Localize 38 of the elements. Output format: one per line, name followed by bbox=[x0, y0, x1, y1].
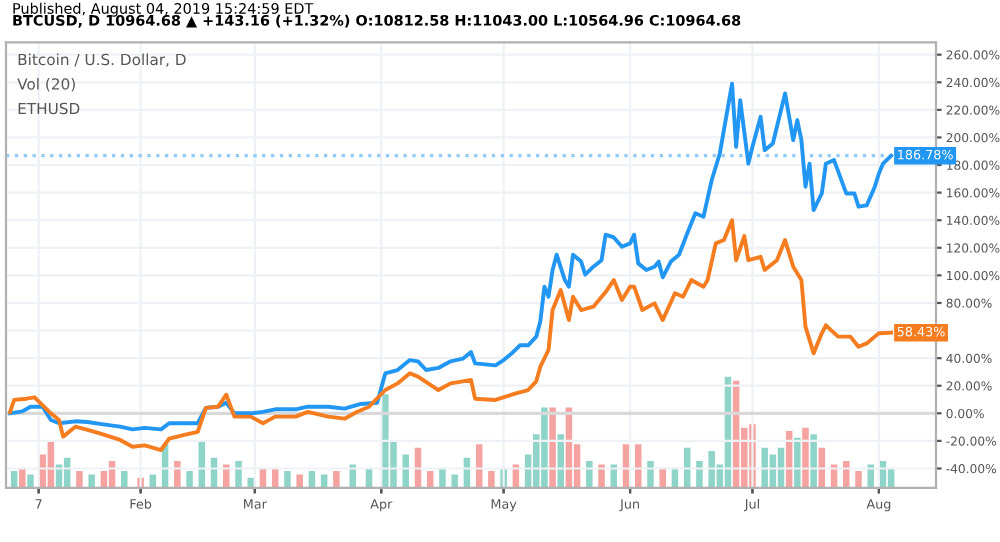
bar bbox=[402, 454, 409, 488]
bar bbox=[810, 434, 817, 488]
bar bbox=[284, 471, 291, 488]
bar bbox=[333, 471, 340, 488]
bar bbox=[382, 394, 389, 488]
bar bbox=[19, 467, 26, 488]
bar bbox=[867, 464, 874, 488]
bar bbox=[647, 461, 654, 488]
bar bbox=[149, 474, 157, 488]
bar bbox=[235, 461, 242, 488]
bar bbox=[320, 474, 328, 488]
bar bbox=[708, 451, 715, 488]
bar bbox=[439, 467, 446, 488]
bar bbox=[76, 471, 83, 488]
bar bbox=[598, 464, 605, 488]
bar bbox=[843, 461, 850, 488]
bar bbox=[696, 461, 703, 488]
bar bbox=[247, 477, 254, 488]
bar bbox=[88, 474, 95, 488]
bar bbox=[488, 471, 495, 488]
bar bbox=[634, 444, 642, 488]
bar bbox=[794, 437, 801, 488]
bar bbox=[186, 471, 193, 488]
bar bbox=[549, 407, 556, 488]
bar bbox=[802, 427, 809, 488]
bar bbox=[541, 407, 548, 488]
bar bbox=[27, 474, 34, 488]
bar bbox=[349, 464, 356, 488]
bar bbox=[855, 471, 862, 488]
bar bbox=[761, 447, 768, 488]
bar bbox=[121, 471, 128, 488]
bar bbox=[557, 434, 564, 488]
bar bbox=[659, 467, 666, 488]
bar bbox=[296, 474, 303, 488]
bar bbox=[451, 474, 458, 488]
bar bbox=[223, 464, 230, 488]
bar bbox=[586, 461, 593, 488]
bar bbox=[174, 461, 181, 488]
